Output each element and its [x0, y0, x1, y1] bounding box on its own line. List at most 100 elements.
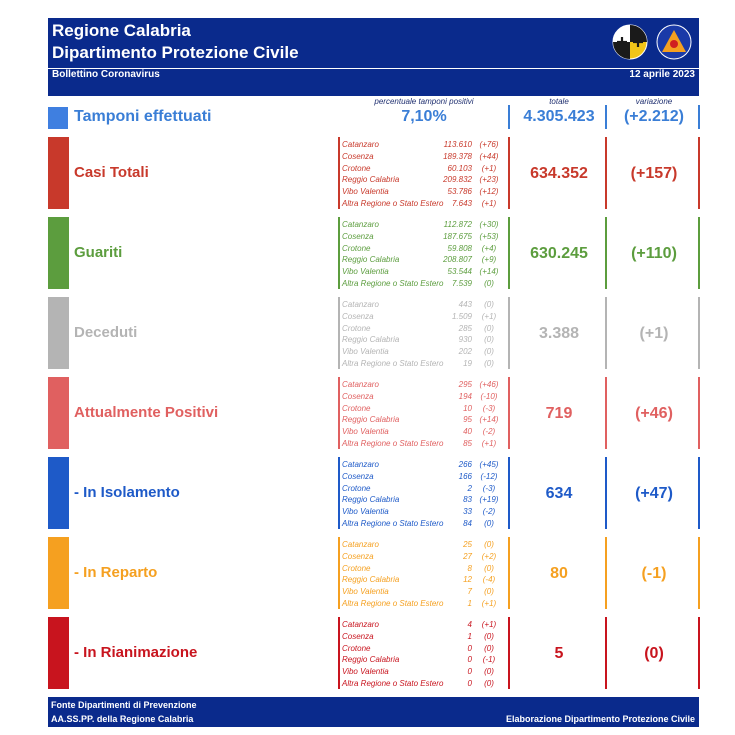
province-name: Altra Regione o Stato Estero: [342, 519, 444, 528]
province-value: 53.544: [447, 267, 472, 277]
province-delta: (0): [484, 347, 494, 357]
province-delta: (+2): [481, 551, 497, 561]
tamponi-divider-total: [508, 105, 510, 129]
province-value: 112.872: [443, 220, 472, 229]
province-row: Cosenza 194 (-10): [342, 392, 506, 404]
section-divider-casi-0: [338, 137, 340, 209]
province-breakdown-deceduti: Catanzaro 443 (0) Cosenza 1.509 (+1) Crotone 28…: [338, 297, 508, 369]
province-delta: (0): [484, 643, 494, 653]
province-row: Catanzaro 112.872 (+30): [342, 220, 506, 232]
province-delta: (+4): [481, 243, 497, 253]
department-title: Dipartimento Protezione Civile: [52, 43, 299, 62]
section-divider-reparto-3: [698, 537, 700, 609]
province-row: Vibo Valentia 0 (0): [342, 667, 506, 679]
province-name: Vibo Valentia: [342, 507, 389, 517]
province-row: Cosenza 1 (0): [342, 632, 506, 644]
province-delta: (0): [484, 563, 494, 573]
province-row: Cosenza 166 (-12): [342, 472, 506, 484]
bulletin-date: 12 aprile 2023: [629, 69, 695, 80]
province-row: Catanzaro 25 (0): [342, 540, 506, 552]
province-delta: (0): [484, 359, 494, 368]
province-name: Cosenza: [342, 231, 374, 241]
province-name: Vibo Valentia: [342, 347, 389, 357]
province-row: Crotone 285 (0): [342, 324, 506, 336]
province-row: Reggio Calabria 209.832 (+23): [342, 175, 506, 187]
section-label-deceduti: Deceduti: [74, 324, 138, 341]
province-breakdown-casi: Catanzaro 113.610 (+76) Cosenza 189.378 (+44)…: [338, 137, 508, 209]
province-value: 930: [458, 335, 472, 345]
province-name: Crotone: [342, 563, 371, 573]
province-row: Cosenza 187.675 (+53): [342, 232, 506, 244]
province-delta: (0): [484, 300, 494, 309]
province-row: Reggio Calabria 83 (+19): [342, 495, 506, 507]
province-name: Crotone: [342, 643, 371, 653]
province-value: 33: [463, 507, 472, 517]
section-divider-positivi-1: [508, 377, 510, 449]
province-delta: (+19): [479, 495, 499, 505]
section-label-casi: Casi Totali: [74, 164, 149, 181]
section-divider-isolamento-3: [698, 457, 700, 529]
province-value: 59.808: [447, 243, 472, 253]
province-row: Altra Regione o Stato Estero 7.643 (+1): [342, 199, 506, 211]
province-row: Catanzaro 443 (0): [342, 300, 506, 312]
province-name: Cosenza: [342, 151, 374, 161]
section-divider-deceduti-1: [508, 297, 510, 369]
province-value: 202: [458, 347, 472, 357]
province-name: Reggio Calabria: [342, 495, 400, 505]
province-row: Vibo Valentia 53.544 (+14): [342, 267, 506, 279]
section-divider-casi-1: [508, 137, 510, 209]
province-name: Altra Regione o Stato Estero: [342, 359, 444, 368]
province-delta: (+1): [481, 199, 497, 208]
province-value: 0: [467, 655, 472, 665]
province-delta: (0): [484, 279, 494, 288]
province-delta: (+1): [481, 599, 497, 608]
section-color-bar-rianimazione: [48, 617, 69, 689]
province-value: 7: [467, 587, 472, 597]
province-value: 10: [463, 403, 472, 413]
province-value: 40: [463, 427, 472, 437]
province-name: Altra Regione o Stato Estero: [342, 279, 444, 288]
section-divider-reparto-2: [605, 537, 607, 609]
province-value: 84: [463, 519, 472, 528]
province-row: Altra Regione o Stato Estero 1 (+1): [342, 599, 506, 611]
province-breakdown-isolamento: Catanzaro 266 (+45) Cosenza 166 (-12) Crotone 2…: [338, 457, 508, 529]
province-delta: (0): [484, 540, 494, 549]
province-value: 8: [467, 563, 472, 573]
section-divider-positivi-2: [605, 377, 607, 449]
section-divider-guariti-2: [605, 217, 607, 289]
province-value: 1.509: [451, 311, 472, 321]
footer-credit: Elaborazione Dipartimento Protezione Civ…: [505, 714, 695, 724]
section-divider-guariti-1: [508, 217, 510, 289]
province-row: Altra Regione o Stato Estero 7.539 (0): [342, 279, 506, 291]
province-delta: (+1): [481, 620, 497, 629]
province-delta: (0): [484, 667, 494, 677]
province-name: Reggio Calabria: [342, 255, 400, 265]
section-divider-deceduti-3: [698, 297, 700, 369]
section-total-deceduti: 3.388: [538, 325, 580, 342]
section-divider-positivi-3: [698, 377, 700, 449]
header-band: [48, 82, 699, 96]
province-row: Altra Regione o Stato Estero 84 (0): [342, 519, 506, 531]
regione-calabria-seal-icon: [612, 24, 648, 60]
province-breakdown-reparto: Catanzaro 25 (0) Cosenza 27 (+2) Crotone 8 (0) Re…: [338, 537, 508, 609]
province-row: Reggio Calabria 930 (0): [342, 335, 506, 347]
section-label-reparto: - In Reparto: [74, 564, 158, 581]
section-divider-deceduti-2: [605, 297, 607, 369]
section-variation-reparto: (-1): [641, 565, 667, 582]
province-name: Cosenza: [342, 311, 374, 321]
province-row: Altra Regione o Stato Estero 85 (+1): [342, 439, 506, 451]
section-color-bar-guariti: [48, 217, 69, 289]
section-total-positivi: 719: [545, 405, 573, 422]
province-value: 1: [467, 599, 472, 608]
province-name: Catanzaro: [342, 460, 379, 469]
section-divider-guariti-3: [698, 217, 700, 289]
province-row: Catanzaro 113.610 (+76): [342, 140, 506, 152]
province-value: 113.610: [443, 140, 472, 149]
province-row: Crotone 0 (0): [342, 644, 506, 656]
province-value: 27: [463, 551, 472, 561]
province-delta: (+45): [479, 460, 499, 469]
section-divider-rianimazione-2: [605, 617, 607, 689]
section-color-bar-positivi: [48, 377, 69, 449]
section-variation-isolamento: (+47): [635, 485, 673, 502]
province-value: 85: [463, 439, 472, 448]
